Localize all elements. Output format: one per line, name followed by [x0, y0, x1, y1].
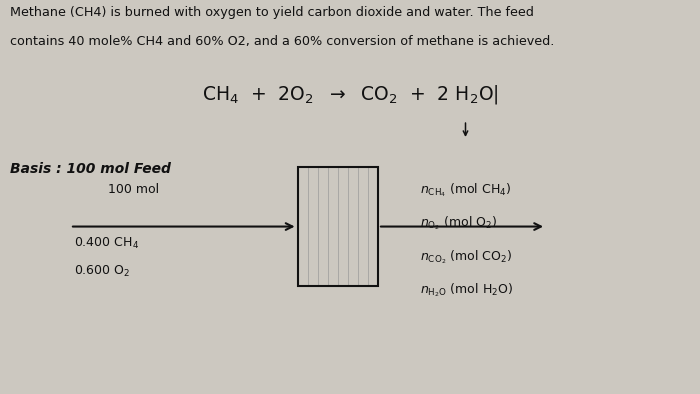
- Text: $n_{\mathregular{O_2}}$ (mol O$_2$): $n_{\mathregular{O_2}}$ (mol O$_2$): [420, 215, 497, 232]
- Text: contains 40 mole% CH4 and 60% O2, and a 60% conversion of methane is achieved.: contains 40 mole% CH4 and 60% O2, and a …: [10, 35, 555, 48]
- Text: 100 mol: 100 mol: [108, 183, 160, 196]
- Text: $n_{\mathregular{H_2O}}$ (mol H$_2$O): $n_{\mathregular{H_2O}}$ (mol H$_2$O): [420, 282, 513, 299]
- Text: Basis : 100 mol Feed: Basis : 100 mol Feed: [10, 162, 172, 176]
- Text: $n_{\mathregular{CH_4}}$ (mol CH$_4$): $n_{\mathregular{CH_4}}$ (mol CH$_4$): [420, 181, 511, 199]
- Text: 0.600 O$_2$: 0.600 O$_2$: [74, 264, 130, 279]
- Bar: [298, 167, 378, 286]
- Text: $n_{\mathregular{CO_2}}$ (mol CO$_2$): $n_{\mathregular{CO_2}}$ (mol CO$_2$): [420, 248, 512, 266]
- Text: 0.400 CH$_4$: 0.400 CH$_4$: [74, 236, 139, 251]
- Text: $\mathregular{CH_4}$  +  2$\mathregular{O_2}$  $\rightarrow$  $\mathregular{CO_2: $\mathregular{CH_4}$ + 2$\mathregular{O_…: [202, 83, 498, 106]
- Text: Methane (CH4) is burned with oxygen to yield carbon dioxide and water. The feed: Methane (CH4) is burned with oxygen to y…: [10, 6, 534, 19]
